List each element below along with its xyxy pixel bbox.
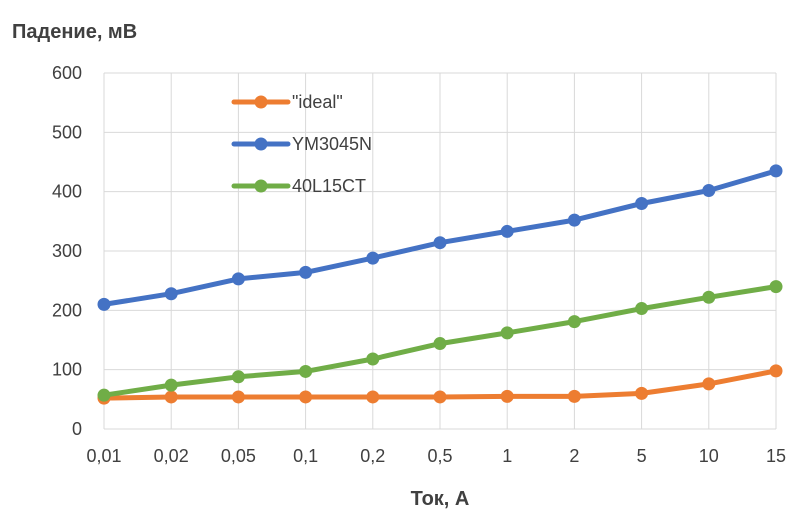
data-point — [500, 224, 514, 238]
x-tick-label: 0,01 — [86, 446, 121, 466]
data-point — [635, 197, 649, 211]
x-tick-label: 2 — [569, 446, 579, 466]
data-point — [231, 272, 245, 286]
data-point — [433, 236, 447, 250]
x-tick-label: 5 — [637, 446, 647, 466]
y-tick-label: 400 — [52, 182, 82, 202]
x-tick-label: 0,05 — [221, 446, 256, 466]
data-point — [500, 389, 514, 403]
data-point — [366, 390, 380, 404]
x-tick-label: 15 — [766, 446, 786, 466]
data-point — [567, 389, 581, 403]
legend-swatch-marker — [254, 137, 268, 151]
data-point — [164, 287, 178, 301]
data-point — [231, 390, 245, 404]
y-tick-label: 200 — [52, 300, 82, 320]
legend-label: "ideal" — [292, 92, 343, 112]
y-tick-label: 100 — [52, 360, 82, 380]
legend-item: 40L15CT — [231, 176, 366, 196]
legend-item: YM3045N — [231, 134, 372, 154]
y-tick-label: 500 — [52, 122, 82, 142]
series-group — [97, 364, 783, 405]
series-group — [97, 280, 783, 402]
x-tick-label: 10 — [699, 446, 719, 466]
data-point — [635, 302, 649, 316]
legend-swatch-marker — [254, 179, 268, 193]
data-point — [702, 290, 716, 304]
data-point — [164, 378, 178, 392]
data-point — [299, 364, 313, 378]
data-point — [635, 386, 649, 400]
x-axis-ticks: 0,01 0,02 0,05 0,1 0,2 0,5 1 2 5 10 15 — [86, 446, 786, 466]
grid — [103, 72, 777, 430]
x-axis-title: Ток, А — [411, 488, 470, 510]
data-point — [299, 390, 313, 404]
data-point — [567, 315, 581, 329]
x-tick-label: 0,2 — [360, 446, 385, 466]
legend-item: "ideal" — [231, 92, 343, 112]
data-point — [366, 251, 380, 265]
y-axis-ticks: 0 100 200 300 400 500 600 — [52, 63, 82, 439]
data-point — [567, 213, 581, 227]
data-point — [97, 388, 111, 402]
data-point — [433, 390, 447, 404]
legend-label: 40L15CT — [292, 176, 366, 196]
x-tick-label: 0,5 — [427, 446, 452, 466]
x-tick-label: 1 — [502, 446, 512, 466]
legend-swatch-marker — [254, 95, 268, 109]
data-point — [366, 352, 380, 366]
data-point — [500, 326, 514, 340]
data-point — [702, 377, 716, 391]
data-point — [702, 183, 716, 197]
data-point — [231, 370, 245, 384]
y-tick-label: 300 — [52, 241, 82, 261]
y-tick-label: 600 — [52, 63, 82, 83]
data-point — [433, 337, 447, 351]
data-point — [769, 280, 783, 294]
x-tick-label: 0,1 — [293, 446, 318, 466]
series-group — [97, 164, 783, 311]
data-point — [769, 164, 783, 178]
data-point — [97, 297, 111, 311]
y-axis-title: Падение, мВ — [12, 21, 137, 43]
legend-label: YM3045N — [292, 134, 372, 154]
series-layer — [97, 164, 783, 405]
data-point — [164, 390, 178, 404]
legend: "ideal" YM3045N 40L15CT — [231, 92, 372, 196]
data-point — [769, 364, 783, 378]
x-tick-label: 0,02 — [154, 446, 189, 466]
y-tick-label: 0 — [72, 419, 82, 439]
data-point — [299, 265, 313, 279]
